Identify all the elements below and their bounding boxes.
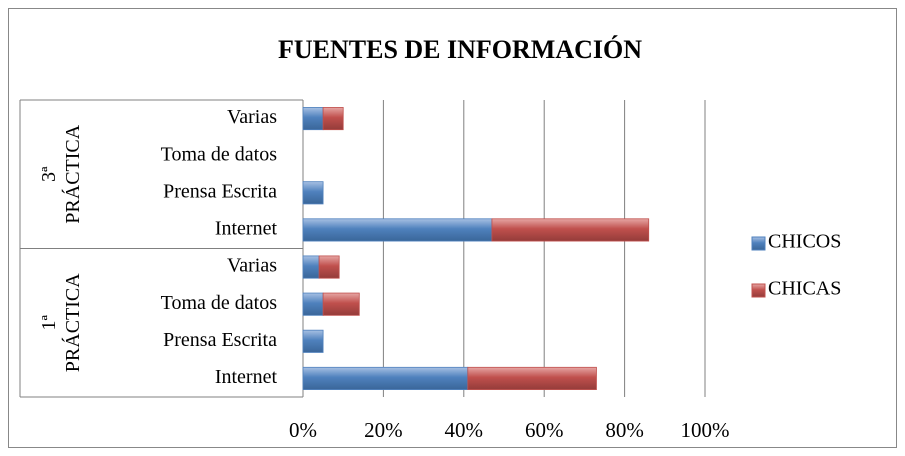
bar [302, 107, 324, 131]
bar [302, 329, 324, 353]
legend-swatch [751, 283, 766, 298]
y-tick-label: Varias [227, 255, 277, 277]
group-label-line: PRÁCTICA [61, 124, 84, 223]
group-label-line: 3ª [38, 166, 60, 182]
y-tick-label: Internet [215, 218, 278, 240]
legend-swatch [751, 236, 766, 251]
bar [322, 107, 344, 131]
bar [467, 366, 597, 390]
bar [318, 255, 340, 279]
group-label-line: 1ª [38, 315, 60, 331]
y-tick-label: Toma de datos [161, 143, 278, 165]
x-tick-label: 20% [364, 418, 403, 442]
x-tick-label: 0% [289, 418, 317, 442]
y-tick-label: Toma de datos [161, 292, 278, 314]
x-tick-label: 40% [445, 418, 484, 442]
bar [302, 181, 324, 205]
bar [322, 292, 360, 316]
y-tick-label: Varias [227, 106, 277, 128]
bar [302, 255, 320, 279]
group-label: 3ª PRÁCTICA [38, 124, 84, 223]
chart-title: FUENTES DE INFORMACIÓN [278, 35, 642, 64]
legend-label: CHICAS [768, 278, 841, 300]
group-label-line: PRÁCTICA [61, 273, 84, 372]
y-tick-label: Prensa Escrita [163, 180, 277, 202]
x-tick-label: 100% [681, 418, 730, 442]
bar [302, 218, 493, 242]
bar [302, 292, 324, 316]
y-tick-label: Prensa Escrita [163, 329, 277, 351]
group-label: 1ª PRÁCTICA [38, 273, 84, 372]
bar [491, 218, 650, 242]
x-tick-label: 60% [525, 418, 564, 442]
legend-label: CHICOS [768, 231, 841, 253]
x-tick-label: 80% [605, 418, 644, 442]
bar [302, 366, 469, 390]
y-tick-label: Internet [215, 366, 278, 388]
